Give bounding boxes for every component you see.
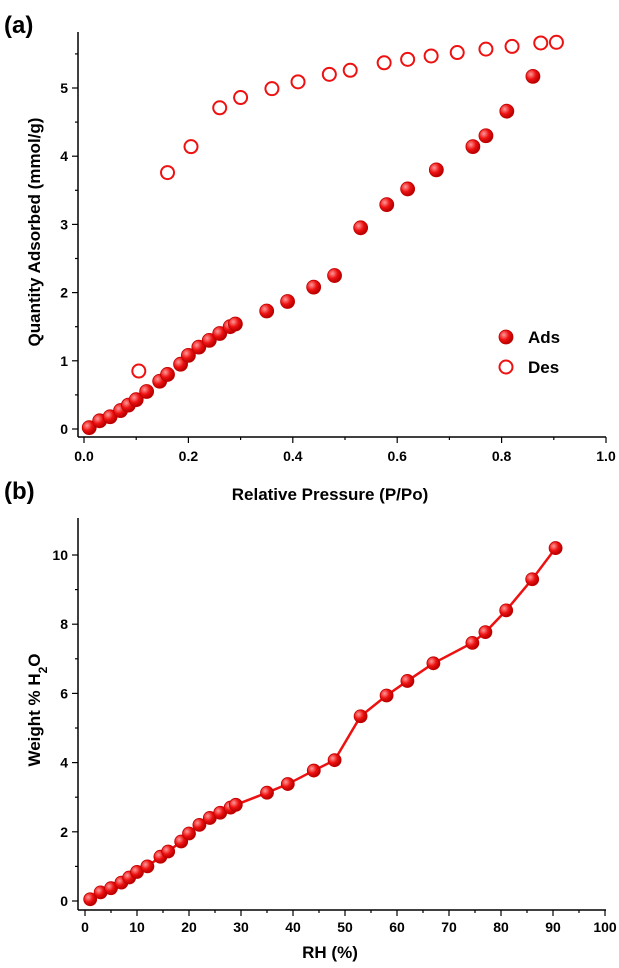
panel-a-ads-point <box>139 384 155 399</box>
panel-a-x-tick-label: 0.2 <box>179 448 199 464</box>
panel-a-y-tick-label: 1 <box>60 353 68 369</box>
panel-b-point <box>260 785 274 800</box>
panel-a-des-point <box>548 34 564 50</box>
panel-a-des-point <box>533 35 549 51</box>
panel-a-ads-point <box>379 197 395 213</box>
panel-b-x-tick-label: 70 <box>441 919 457 935</box>
panel-a-ads-point <box>478 128 494 144</box>
panel-a-y-tick-label: 3 <box>60 216 68 232</box>
panel-b-series-line <box>89 547 557 901</box>
legend-ads-label: Ads <box>528 328 560 347</box>
panel-b-y-axis-title: Weight % H2O <box>25 653 50 766</box>
panel-b-x-tick-label: 40 <box>285 919 301 935</box>
panel-a-des-point <box>400 51 416 67</box>
panel-a-des-point <box>212 100 228 116</box>
panel-b-point <box>400 674 415 688</box>
panel-a-ads-point <box>525 69 541 84</box>
panel-a-ads-point <box>465 139 481 155</box>
panel-a-des-point <box>478 41 494 57</box>
panel-a-ads-point <box>280 294 295 309</box>
panel-a-ads-point <box>428 162 444 178</box>
panel-a-x-tick-label: 0.8 <box>492 448 512 464</box>
panel-a-des-point <box>264 81 280 97</box>
panel-a-des-point <box>376 55 392 71</box>
panel-a-des-point <box>160 165 176 181</box>
panel-b-point <box>525 572 540 587</box>
panel-b-y-tick-label: 0 <box>60 893 68 909</box>
panel-b-point <box>161 844 176 859</box>
panel-b-y-tick-label: 6 <box>60 685 68 701</box>
panel-a-des-point <box>504 38 520 54</box>
panel-a-ads-point <box>160 367 175 382</box>
panel-b-point <box>353 709 368 724</box>
panel-b-y-tick-label: 2 <box>60 824 68 840</box>
panel-b-point <box>306 763 321 778</box>
panel-a-y-tick-label: 2 <box>60 285 68 301</box>
panel-a-des-point <box>321 66 337 82</box>
panel-b-point <box>499 603 514 618</box>
panel-b-x-tick-label: 100 <box>593 919 617 935</box>
panel-b-x-tick-label: 50 <box>337 919 353 935</box>
panel-a-ads-point <box>306 279 322 295</box>
panel-a-des-point <box>423 48 439 64</box>
panel-a-x-tick-label: 1.0 <box>596 448 616 464</box>
panel-a-des-point <box>233 90 249 106</box>
panel-a-ads-point <box>128 392 144 408</box>
panel-a-des-point <box>449 45 465 61</box>
panel-a-ads-point <box>201 332 217 348</box>
panel-b-point <box>192 817 207 832</box>
panel-a-des-point <box>290 74 306 90</box>
panel-a-ads-point <box>499 103 515 119</box>
panel-b-x-tick-label: 90 <box>545 919 561 935</box>
panel-b-x-tick-label: 80 <box>493 919 509 935</box>
panel-b-point <box>140 859 155 874</box>
panel-b-point <box>379 688 394 703</box>
panel-a-ads-point <box>212 326 228 341</box>
panel-a-des-point <box>131 363 147 379</box>
legend-ads-marker <box>498 329 514 345</box>
panel-b-y-tick-label: 10 <box>52 547 68 563</box>
panel-a-y-tick-label: 5 <box>60 80 68 96</box>
panel-a-des-point <box>342 62 358 78</box>
panel-b-x-tick-label: 30 <box>233 919 249 935</box>
panel-a-ads-point <box>353 220 369 236</box>
panel-b-point <box>182 826 196 841</box>
panel-a-ads-point <box>259 303 275 319</box>
panel-a-y-tick-label: 0 <box>60 421 68 437</box>
panel-b-point <box>327 753 342 768</box>
panel-b-y-tick-label: 4 <box>60 755 68 771</box>
panel-a-ads-point <box>180 347 196 363</box>
panel-a-ads-point <box>81 420 97 436</box>
legend-des-label: Des <box>528 358 559 377</box>
panel-b-point <box>83 892 98 907</box>
panel-b-point <box>478 625 493 640</box>
panel-b-point <box>228 797 243 812</box>
panel-b-x-tick-label: 20 <box>181 919 197 935</box>
panel-a-ads-point <box>400 181 416 197</box>
panel-a-x-axis-title: Relative Pressure (P/Po) <box>232 485 429 504</box>
panel-a-label: (a) <box>4 12 34 39</box>
panel-b-point <box>465 635 480 650</box>
panel-a-x-tick-label: 0.0 <box>74 448 94 464</box>
panel-a-x-tick-label: 0.4 <box>283 448 303 464</box>
panel-b-x-tick-label: 10 <box>129 919 145 935</box>
panel-b-y-tick-label: 8 <box>60 616 68 632</box>
panel-a-ads-point <box>191 339 207 355</box>
panel-a-des-point <box>183 139 199 155</box>
panel-a-ads-point <box>227 316 243 332</box>
panel-b-point <box>548 541 563 555</box>
panel-b-x-tick-label: 0 <box>81 919 89 935</box>
panel-a-y-axis-title: Quantity Adsorbed (mmol/g) <box>25 118 44 347</box>
panel-b-x-tick-label: 60 <box>389 919 405 935</box>
panel-b-point <box>280 777 295 791</box>
panel-a-x-tick-label: 0.6 <box>387 448 407 464</box>
legend-des-marker <box>498 359 514 375</box>
panel-b-x-axis-title: RH (%) <box>302 943 358 962</box>
panel-b-point <box>426 656 441 671</box>
panel-a-ads-point <box>327 268 342 283</box>
panel-b-label: (b) <box>4 478 35 505</box>
panel-a-y-tick-label: 4 <box>60 148 68 164</box>
